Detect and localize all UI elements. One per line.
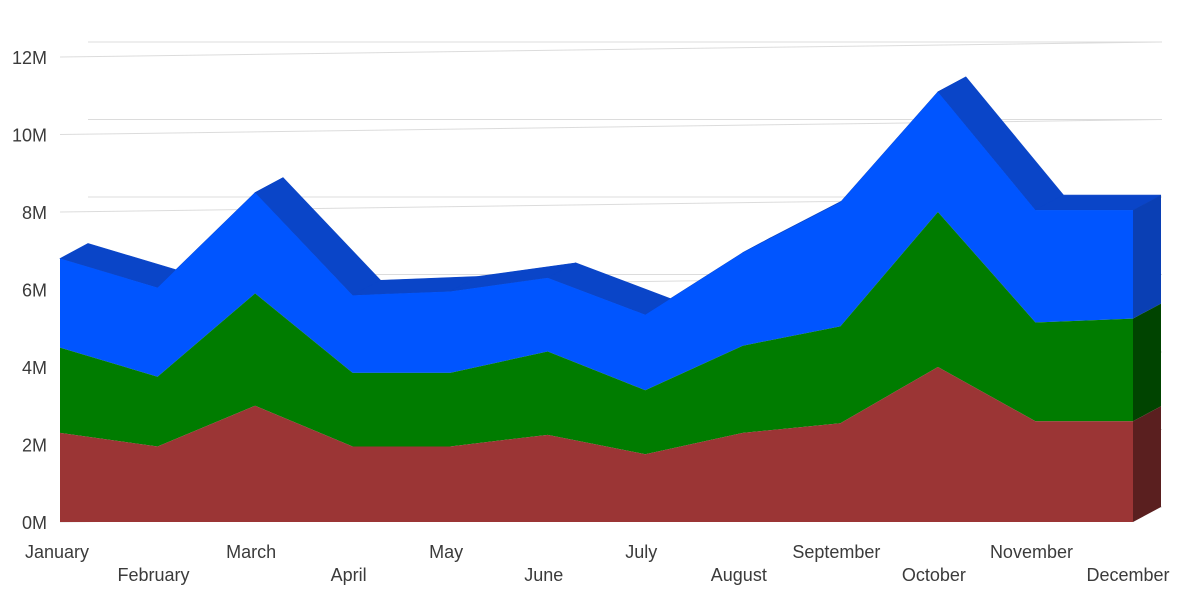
x-tick-label-june: June [524, 565, 563, 585]
y-tick-label-6: 12M [12, 48, 47, 68]
x-tick-label-september: September [792, 542, 880, 562]
y-tick-label-4: 8M [22, 203, 47, 223]
x-tick-label-october: October [902, 565, 966, 585]
y-axis-tick-labels: 0M 2M 4M 6M 8M 10M 12M [12, 48, 47, 533]
gridline-slant-6 [59, 41, 1162, 58]
x-tick-label-december: December [1086, 565, 1169, 585]
x-tick-label-july: July [625, 542, 657, 562]
series-3-area [60, 91, 1133, 391]
x-tick-label-may: May [429, 542, 463, 562]
area-series [59, 76, 1162, 522]
series-1-area [60, 367, 1133, 522]
x-tick-label-february: February [118, 565, 190, 585]
y-tick-label-3: 6M [22, 281, 47, 301]
y-tick-label-5: 10M [12, 126, 47, 146]
x-tick-label-january: January [25, 542, 89, 562]
y-tick-label-2: 4M [22, 358, 47, 378]
series-3-side-face [1133, 195, 1161, 319]
x-axis-tick-labels: January February March April May June July Augu… [25, 542, 1170, 585]
series-1-side-face [1133, 406, 1161, 522]
series-2-area [60, 212, 1133, 455]
x-tick-label-august: August [711, 565, 767, 585]
series-2-side-face [1133, 303, 1161, 422]
y-tick-label-0: 0M [22, 513, 47, 533]
x-tick-label-november: November [990, 542, 1073, 562]
x-tick-label-march: March [226, 542, 276, 562]
x-tick-label-april: April [331, 565, 367, 585]
y-tick-label-1: 2M [22, 436, 47, 456]
